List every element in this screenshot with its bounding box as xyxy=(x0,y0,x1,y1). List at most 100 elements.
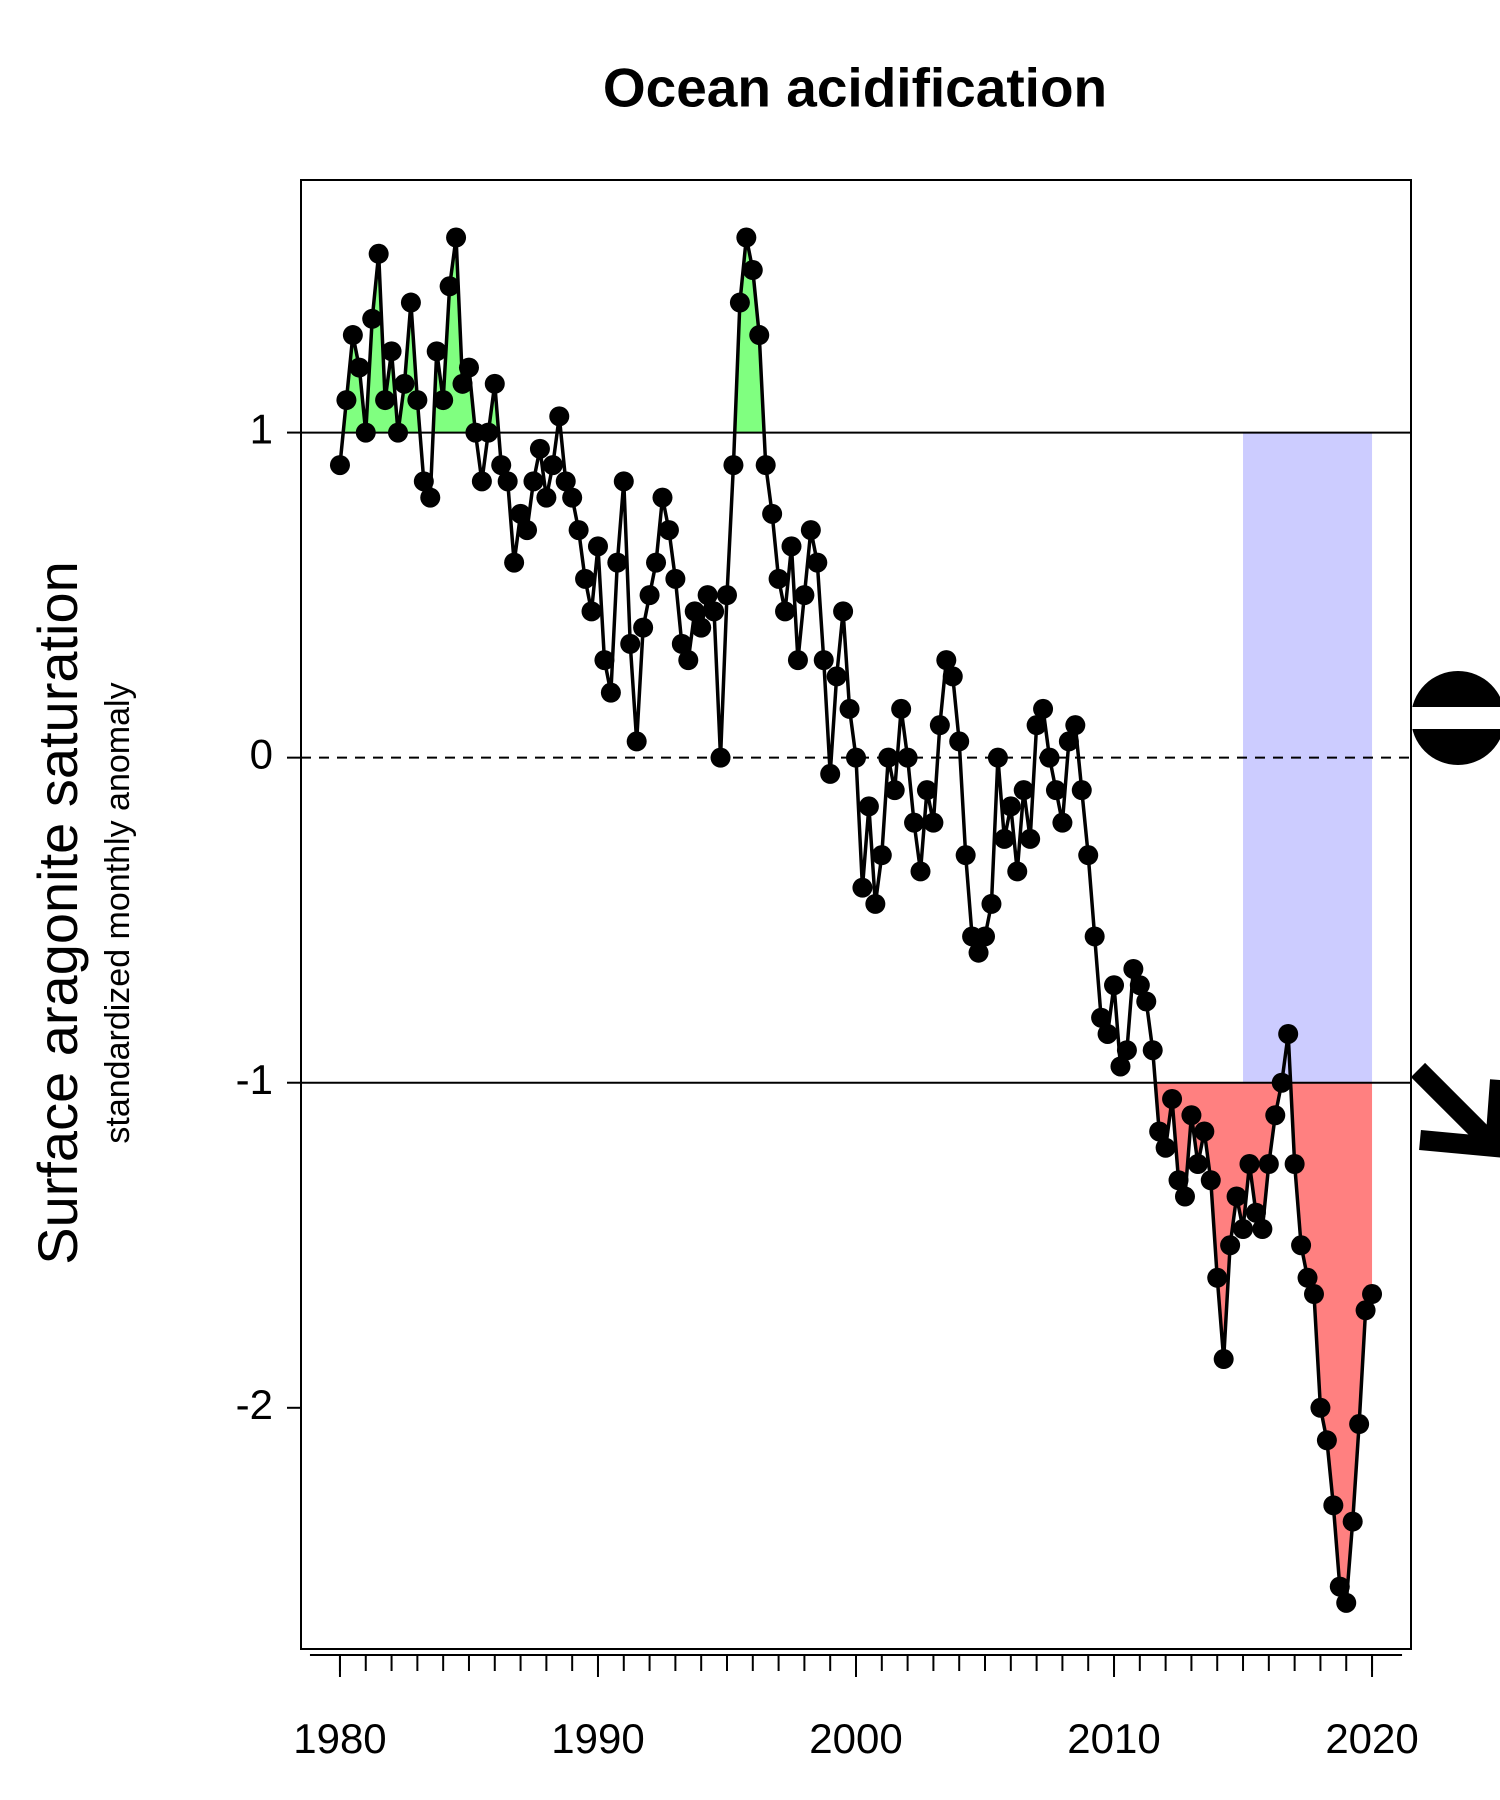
data-point xyxy=(1052,812,1073,833)
data-point xyxy=(375,390,396,411)
data-point xyxy=(388,422,409,443)
data-point xyxy=(1271,1072,1292,1093)
y-axis-sublabel: standardized monthly anomaly xyxy=(99,682,137,1143)
data-point xyxy=(542,455,563,476)
data-point xyxy=(1303,1284,1324,1305)
y-axis-label: Surface aragonite saturation xyxy=(26,561,89,1265)
data-point xyxy=(568,520,589,541)
data-point xyxy=(652,487,673,508)
data-point xyxy=(942,666,963,687)
data-point xyxy=(736,227,757,248)
data-point xyxy=(433,390,454,411)
data-point xyxy=(1045,780,1066,801)
data-point xyxy=(955,845,976,866)
data-point xyxy=(1323,1495,1344,1516)
data-point xyxy=(710,747,731,768)
data-point xyxy=(639,585,660,606)
data-point xyxy=(1155,1137,1176,1158)
data-point xyxy=(426,341,447,362)
data-point xyxy=(716,585,737,606)
data-point xyxy=(1291,1235,1312,1256)
data-point xyxy=(768,568,789,589)
data-point xyxy=(1142,1040,1163,1061)
data-point xyxy=(600,682,621,703)
data-point xyxy=(446,227,467,248)
data-point xyxy=(794,585,815,606)
data-point xyxy=(1084,926,1105,947)
data-point xyxy=(1065,715,1086,736)
x-tick-label: 2010 xyxy=(1067,1715,1160,1762)
data-point xyxy=(897,747,918,768)
excursion-area xyxy=(1290,1082,1373,1603)
x-tick-label: 2000 xyxy=(809,1715,902,1762)
data-point xyxy=(1033,698,1054,719)
data-point xyxy=(1097,1023,1118,1044)
data-point xyxy=(878,747,899,768)
data-point xyxy=(562,487,583,508)
data-point xyxy=(1039,747,1060,768)
data-point xyxy=(413,471,434,492)
data-point xyxy=(1207,1267,1228,1288)
data-point xyxy=(1168,1170,1189,1191)
data-point xyxy=(1220,1235,1241,1256)
data-point xyxy=(704,601,725,622)
data-point xyxy=(368,243,389,264)
data-point xyxy=(1284,1153,1305,1174)
status-symbol xyxy=(1405,671,1500,765)
data-point xyxy=(1020,828,1041,849)
data-point xyxy=(504,552,525,573)
data-point xyxy=(729,292,750,313)
data-point xyxy=(1245,1202,1266,1223)
data-point xyxy=(833,601,854,622)
data-point xyxy=(549,406,570,427)
y-tick-label: -1 xyxy=(236,1056,273,1103)
data-point xyxy=(1104,975,1125,996)
data-point xyxy=(355,422,376,443)
data-point xyxy=(1226,1186,1247,1207)
plot-frame xyxy=(300,179,1412,1650)
data-point xyxy=(1149,1121,1170,1142)
data-point xyxy=(329,455,350,476)
data-point xyxy=(497,471,518,492)
data-point xyxy=(1342,1511,1363,1532)
data-point xyxy=(407,390,428,411)
data-point xyxy=(458,357,479,378)
data-point xyxy=(826,666,847,687)
data-point xyxy=(775,601,796,622)
data-point xyxy=(1174,1186,1195,1207)
data-point xyxy=(1336,1592,1357,1613)
data-point xyxy=(865,893,886,914)
data-point xyxy=(1013,780,1034,801)
data-point xyxy=(1136,991,1157,1012)
data-point xyxy=(1162,1088,1183,1109)
data-point xyxy=(813,650,834,671)
data-point xyxy=(1278,1023,1299,1044)
data-point xyxy=(581,601,602,622)
data-point xyxy=(523,471,544,492)
data-point xyxy=(755,455,776,476)
data-point xyxy=(1000,796,1021,817)
data-point xyxy=(665,568,686,589)
x-tick-label: 1980 xyxy=(293,1715,386,1762)
data-point xyxy=(949,731,970,752)
data-point xyxy=(923,812,944,833)
x-tick-label: 2020 xyxy=(1325,1715,1418,1762)
data-point xyxy=(471,471,492,492)
data-point xyxy=(1110,1056,1131,1077)
data-point xyxy=(510,503,531,524)
data-point xyxy=(1007,861,1028,882)
data-point xyxy=(555,471,576,492)
data-point xyxy=(1123,958,1144,979)
data-point xyxy=(1310,1397,1331,1418)
data-point xyxy=(1213,1349,1234,1370)
data-point xyxy=(1239,1153,1260,1174)
data-point xyxy=(994,828,1015,849)
data-point xyxy=(1355,1300,1376,1321)
data-point xyxy=(620,633,641,654)
data-point xyxy=(671,633,692,654)
data-point xyxy=(1349,1414,1370,1435)
data-point xyxy=(1071,780,1092,801)
data-point xyxy=(646,552,667,573)
data-point xyxy=(420,487,441,508)
data-point xyxy=(1258,1153,1279,1174)
